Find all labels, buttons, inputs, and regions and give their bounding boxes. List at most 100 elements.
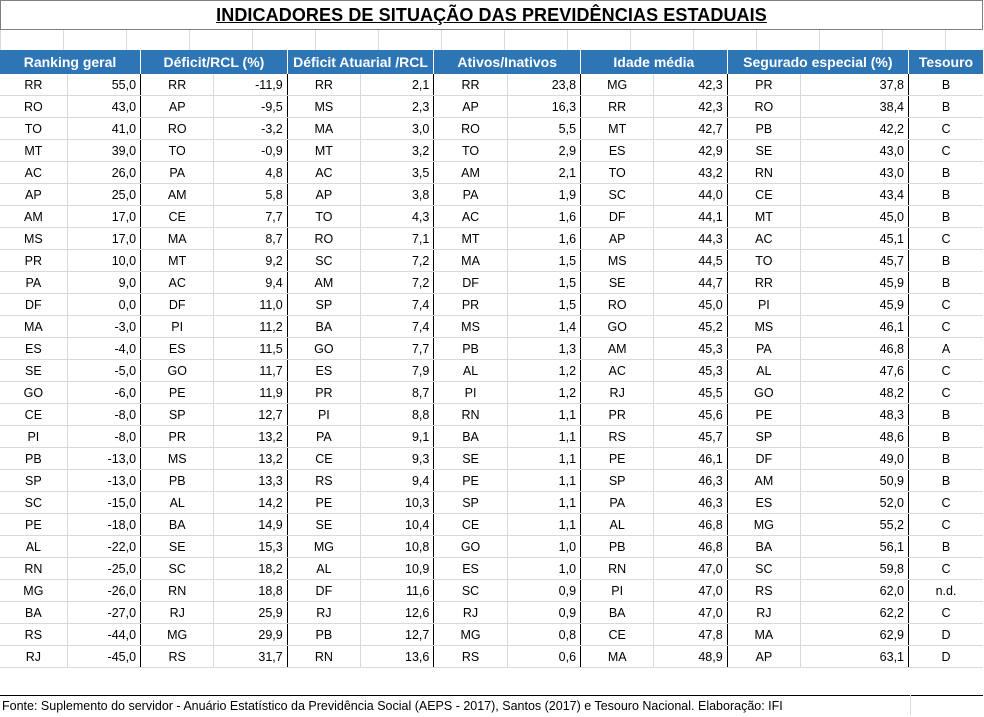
deficit-rcl-state-cell[interactable]: MA xyxy=(140,227,215,250)
idade-media-state-cell[interactable]: PI xyxy=(580,579,655,602)
deficit-rcl-state-cell[interactable]: RS xyxy=(140,645,215,668)
segurado-especial-state-cell[interactable]: MT xyxy=(726,205,802,228)
segurado-especial-value-cell[interactable]: 52,0 xyxy=(800,491,909,514)
deficit-rcl-value-cell[interactable]: 15,3 xyxy=(213,535,288,558)
idade-media-value-cell[interactable]: 47,0 xyxy=(653,579,728,602)
ranking-state-cell[interactable]: PE xyxy=(0,513,68,536)
deficit-atuarial-state-cell[interactable]: RR xyxy=(286,74,362,96)
segurado-especial-value-cell[interactable]: 45,1 xyxy=(800,227,909,250)
deficit-atuarial-value-cell[interactable]: 7,4 xyxy=(360,315,434,338)
idade-media-value-cell[interactable]: 45,6 xyxy=(653,403,728,426)
deficit-atuarial-value-cell[interactable]: 7,2 xyxy=(360,271,434,294)
tesouro-grade-cell[interactable]: B xyxy=(908,95,983,118)
deficit-rcl-value-cell[interactable]: 14,9 xyxy=(213,513,288,536)
deficit-rcl-value-cell[interactable]: 7,7 xyxy=(213,205,288,228)
segurado-especial-value-cell[interactable]: 45,9 xyxy=(800,293,909,316)
header-idade-media[interactable]: Idade média xyxy=(580,50,728,74)
deficit-rcl-value-cell[interactable]: 11,7 xyxy=(213,359,288,382)
tesouro-grade-cell[interactable]: n.d. xyxy=(908,579,983,602)
segurado-especial-state-cell[interactable]: PE xyxy=(726,403,802,426)
ranking-value-cell[interactable]: -25,0 xyxy=(67,557,141,580)
deficit-atuarial-state-cell[interactable]: RO xyxy=(286,227,362,250)
deficit-rcl-state-cell[interactable]: BA xyxy=(140,513,215,536)
idade-media-value-cell[interactable]: 45,0 xyxy=(653,293,728,316)
ativos-inativos-state-cell[interactable]: RJ xyxy=(433,601,508,624)
idade-media-value-cell[interactable]: 45,5 xyxy=(653,381,728,404)
segurado-especial-state-cell[interactable]: MG xyxy=(726,513,802,536)
deficit-rcl-state-cell[interactable]: MT xyxy=(140,249,215,272)
deficit-atuarial-value-cell[interactable]: 3,8 xyxy=(360,183,434,206)
ativos-inativos-state-cell[interactable]: MS xyxy=(433,315,508,338)
deficit-atuarial-state-cell[interactable]: GO xyxy=(286,337,362,360)
ranking-state-cell[interactable]: MG xyxy=(0,579,68,602)
segurado-especial-value-cell[interactable]: 46,1 xyxy=(800,315,909,338)
deficit-rcl-state-cell[interactable]: PR xyxy=(140,425,215,448)
deficit-atuarial-state-cell[interactable]: MG xyxy=(286,535,362,558)
deficit-atuarial-state-cell[interactable]: PR xyxy=(286,381,362,404)
tesouro-grade-cell[interactable]: B xyxy=(908,469,983,492)
deficit-atuarial-state-cell[interactable]: PB xyxy=(286,623,362,646)
tesouro-grade-cell[interactable]: B xyxy=(908,183,983,206)
ativos-inativos-state-cell[interactable]: DF xyxy=(433,271,508,294)
segurado-especial-state-cell[interactable]: SP xyxy=(726,425,802,448)
idade-media-state-cell[interactable]: GO xyxy=(580,315,655,338)
deficit-rcl-state-cell[interactable]: PB xyxy=(140,469,215,492)
ativos-inativos-value-cell[interactable]: 1,2 xyxy=(507,359,581,382)
ranking-value-cell[interactable]: -5,0 xyxy=(67,359,141,382)
ativos-inativos-value-cell[interactable]: 16,3 xyxy=(507,95,581,118)
segurado-especial-state-cell[interactable]: TO xyxy=(726,249,802,272)
deficit-rcl-state-cell[interactable]: PE xyxy=(140,381,215,404)
deficit-rcl-value-cell[interactable]: -9,5 xyxy=(213,95,288,118)
ranking-state-cell[interactable]: MT xyxy=(0,139,68,162)
tesouro-grade-cell[interactable]: B xyxy=(908,249,983,272)
deficit-atuarial-value-cell[interactable]: 10,9 xyxy=(360,557,434,580)
ativos-inativos-value-cell[interactable]: 5,5 xyxy=(507,117,581,140)
ranking-state-cell[interactable]: MS xyxy=(0,227,68,250)
deficit-atuarial-state-cell[interactable]: RJ xyxy=(286,601,362,624)
tesouro-grade-cell[interactable]: C xyxy=(908,139,983,162)
deficit-atuarial-value-cell[interactable]: 2,1 xyxy=(360,74,434,96)
segurado-especial-state-cell[interactable]: MA xyxy=(726,623,802,646)
deficit-rcl-state-cell[interactable]: SC xyxy=(140,557,215,580)
ativos-inativos-state-cell[interactable]: PB xyxy=(433,337,508,360)
deficit-atuarial-value-cell[interactable]: 11,6 xyxy=(360,579,434,602)
tesouro-grade-cell[interactable]: A xyxy=(908,337,983,360)
ranking-state-cell[interactable]: PI xyxy=(0,425,68,448)
idade-media-value-cell[interactable]: 44,0 xyxy=(653,183,728,206)
ranking-value-cell[interactable]: -6,0 xyxy=(67,381,141,404)
ranking-state-cell[interactable]: RR xyxy=(0,74,68,96)
deficit-atuarial-value-cell[interactable]: 10,4 xyxy=(360,513,434,536)
segurado-especial-state-cell[interactable]: CE xyxy=(726,183,802,206)
deficit-rcl-state-cell[interactable]: MG xyxy=(140,623,215,646)
deficit-rcl-value-cell[interactable]: 18,2 xyxy=(213,557,288,580)
idade-media-state-cell[interactable]: DF xyxy=(580,205,655,228)
idade-media-state-cell[interactable]: PR xyxy=(580,403,655,426)
ranking-state-cell[interactable]: RN xyxy=(0,557,68,580)
deficit-rcl-value-cell[interactable]: 9,2 xyxy=(213,249,288,272)
idade-media-value-cell[interactable]: 48,9 xyxy=(653,645,728,668)
ativos-inativos-state-cell[interactable]: MT xyxy=(433,227,508,250)
tesouro-grade-cell[interactable]: D xyxy=(908,623,983,646)
deficit-atuarial-value-cell[interactable]: 3,5 xyxy=(360,161,434,184)
ativos-inativos-value-cell[interactable]: 1,5 xyxy=(507,249,581,272)
deficit-rcl-state-cell[interactable]: RR xyxy=(140,74,215,96)
ranking-state-cell[interactable]: AM xyxy=(0,205,68,228)
ativos-inativos-value-cell[interactable]: 0,9 xyxy=(507,601,581,624)
header-deficit-atuarial-rcl[interactable]: Déficit Atuarial /RCL xyxy=(286,50,434,74)
ativos-inativos-state-cell[interactable]: AL xyxy=(433,359,508,382)
ativos-inativos-state-cell[interactable]: ES xyxy=(433,557,508,580)
deficit-atuarial-state-cell[interactable]: MS xyxy=(286,95,362,118)
segurado-especial-state-cell[interactable]: PR xyxy=(726,74,802,96)
deficit-rcl-value-cell[interactable]: -0,9 xyxy=(213,139,288,162)
idade-media-state-cell[interactable]: SC xyxy=(580,183,655,206)
deficit-rcl-value-cell[interactable]: 13,2 xyxy=(213,447,288,470)
deficit-atuarial-value-cell[interactable]: 7,4 xyxy=(360,293,434,316)
deficit-rcl-state-cell[interactable]: SP xyxy=(140,403,215,426)
idade-media-value-cell[interactable]: 45,3 xyxy=(653,359,728,382)
ranking-value-cell[interactable]: -8,0 xyxy=(67,403,141,426)
segurado-especial-state-cell[interactable]: PA xyxy=(726,337,802,360)
segurado-especial-value-cell[interactable]: 37,8 xyxy=(800,74,909,96)
ativos-inativos-value-cell[interactable]: 1,5 xyxy=(507,271,581,294)
tesouro-grade-cell[interactable]: C xyxy=(908,359,983,382)
deficit-atuarial-value-cell[interactable]: 12,7 xyxy=(360,623,434,646)
